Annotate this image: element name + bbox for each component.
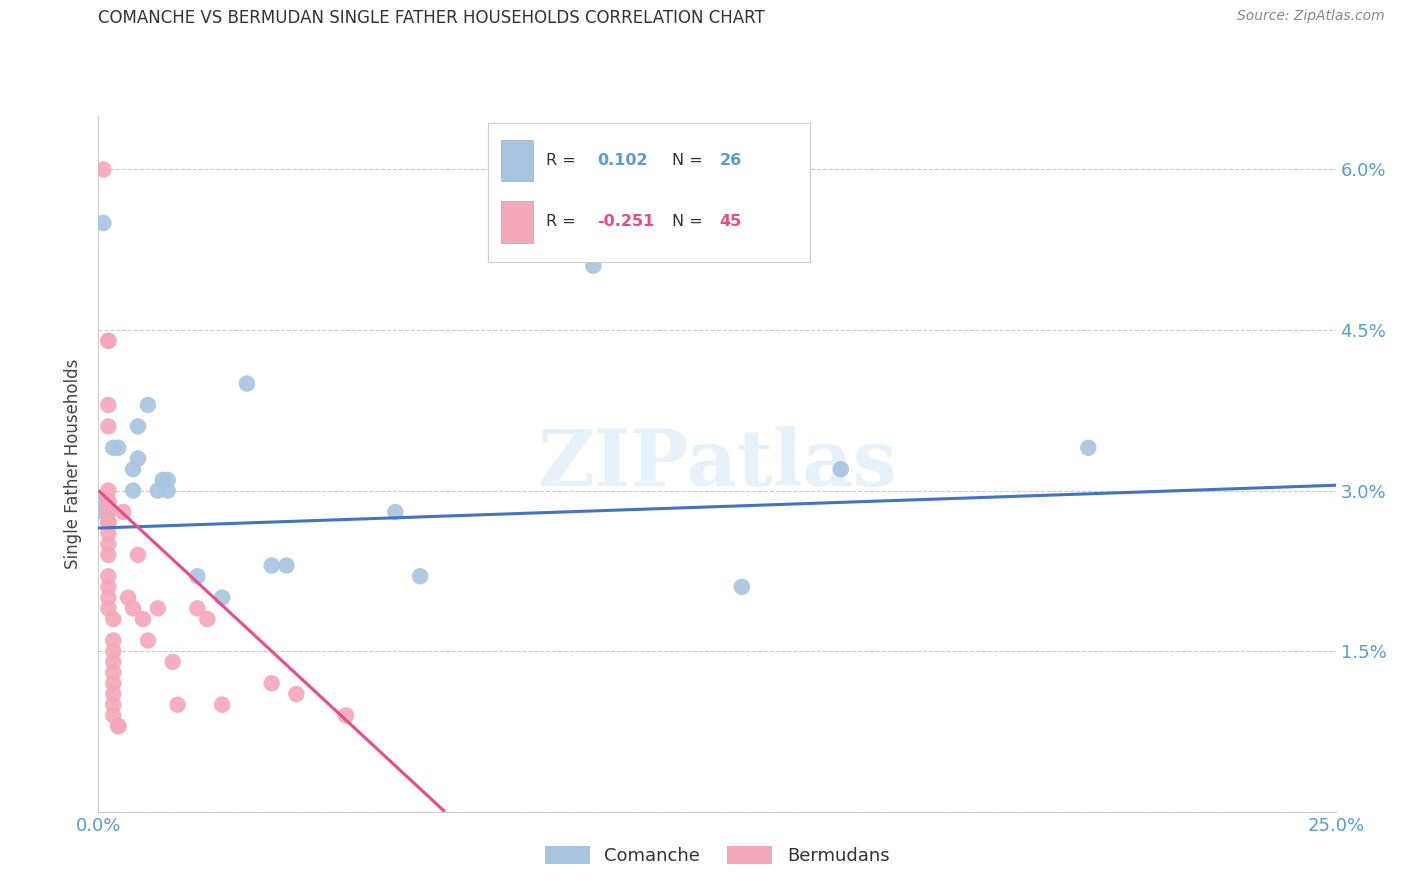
Point <box>582 259 605 273</box>
Point <box>156 483 179 498</box>
Point <box>122 601 145 615</box>
Point <box>276 558 298 573</box>
Point <box>186 601 208 615</box>
Point <box>107 719 129 733</box>
Point <box>146 483 169 498</box>
Point <box>211 698 233 712</box>
Point <box>186 569 208 583</box>
Text: Source: ZipAtlas.com: Source: ZipAtlas.com <box>1237 9 1385 23</box>
Point <box>211 591 233 605</box>
Point <box>97 516 120 530</box>
Legend: Comanche, Bermudans: Comanche, Bermudans <box>537 838 897 872</box>
Point <box>152 473 174 487</box>
Point <box>136 633 159 648</box>
Point <box>97 494 120 508</box>
Point <box>97 580 120 594</box>
Point <box>103 708 125 723</box>
Point <box>97 398 120 412</box>
Point <box>127 548 149 562</box>
Point <box>260 676 283 690</box>
Point <box>830 462 852 476</box>
Point <box>93 216 115 230</box>
Point <box>103 676 125 690</box>
Point <box>97 494 120 508</box>
Point <box>127 419 149 434</box>
Point <box>384 505 406 519</box>
Point <box>103 687 125 701</box>
Point <box>97 516 120 530</box>
Point <box>97 483 120 498</box>
Point <box>93 162 115 177</box>
Point <box>97 591 120 605</box>
Point <box>146 601 169 615</box>
Point <box>731 580 754 594</box>
Point <box>236 376 259 391</box>
Point <box>103 612 125 626</box>
Point <box>156 473 179 487</box>
Point <box>93 494 115 508</box>
Point <box>166 698 188 712</box>
Y-axis label: Single Father Households: Single Father Households <box>65 359 83 569</box>
Point <box>103 633 125 648</box>
Point <box>103 655 125 669</box>
Point <box>97 505 120 519</box>
Point <box>97 569 120 583</box>
Point <box>195 612 218 626</box>
Point <box>97 601 120 615</box>
Point <box>409 569 432 583</box>
Point <box>97 334 120 348</box>
Point <box>97 516 120 530</box>
Point <box>97 419 120 434</box>
Point <box>1077 441 1099 455</box>
Point <box>117 591 139 605</box>
Point <box>103 441 125 455</box>
Point <box>97 526 120 541</box>
Point <box>162 655 184 669</box>
Point <box>103 698 125 712</box>
Point <box>122 462 145 476</box>
Point <box>136 398 159 412</box>
Point <box>132 612 155 626</box>
Point <box>112 505 135 519</box>
Point <box>103 644 125 658</box>
Point <box>107 719 129 733</box>
Point <box>335 708 357 723</box>
Point <box>97 505 120 519</box>
Point <box>285 687 308 701</box>
Point <box>127 451 149 466</box>
Point <box>107 441 129 455</box>
Point <box>97 537 120 551</box>
Text: COMANCHE VS BERMUDAN SINGLE FATHER HOUSEHOLDS CORRELATION CHART: COMANCHE VS BERMUDAN SINGLE FATHER HOUSE… <box>98 9 765 27</box>
Point <box>260 558 283 573</box>
Point <box>103 665 125 680</box>
Text: ZIPatlas: ZIPatlas <box>537 425 897 502</box>
Point <box>122 483 145 498</box>
Point <box>97 334 120 348</box>
Point <box>93 505 115 519</box>
Point <box>97 548 120 562</box>
